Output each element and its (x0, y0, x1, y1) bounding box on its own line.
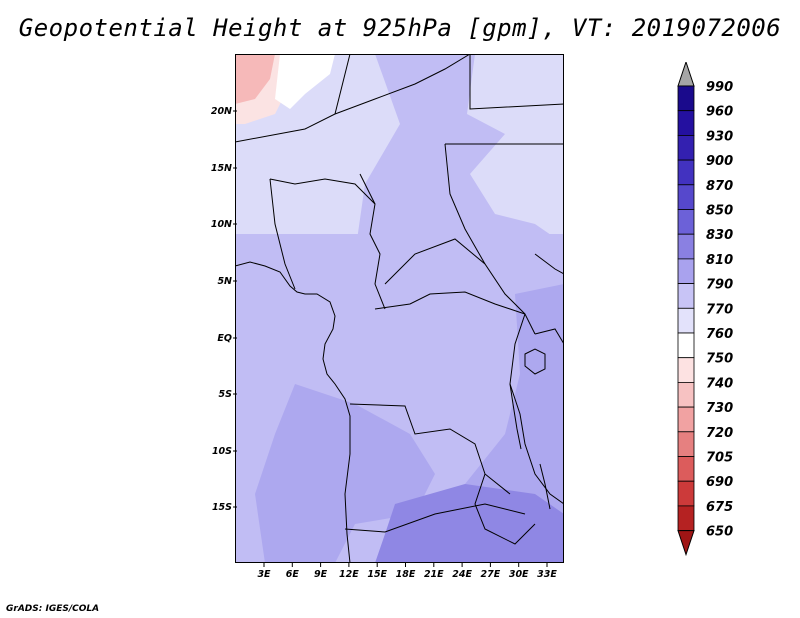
colorbar-label: 810 (706, 253, 733, 268)
colorbar-box (677, 258, 695, 284)
colorbar-label: 960 (706, 105, 733, 120)
colorbar-box (677, 110, 695, 136)
border-nigeria-south (269, 178, 296, 290)
colorbar-top-arrow (677, 62, 695, 87)
colorbar-box (677, 406, 695, 433)
colorbar-label: 790 (706, 278, 733, 293)
lat-label: EQ (217, 333, 232, 344)
border-ethiopia (534, 253, 564, 275)
colorbar: 990 960 930 900 870 850 830 810 790 770 760 750 740 7… (677, 62, 733, 557)
colorbar-box (677, 85, 695, 112)
colorbar-label: 830 (706, 228, 733, 243)
lake-tanganyika (509, 383, 522, 450)
colorbar-bottom-arrow (677, 530, 695, 557)
lon-label: 33E (537, 569, 557, 580)
fill-south-mid (255, 384, 435, 563)
chart-title: Geopotential Height at 925hPa [gpm], VT:… (18, 14, 782, 42)
lon-label: 12E (339, 569, 359, 580)
lon-label: 27E (481, 569, 501, 580)
fill-hot-northwest (235, 54, 275, 104)
lon-label: 9E (314, 569, 328, 580)
colorbar-box (677, 332, 695, 359)
border-sahara-2 (334, 54, 471, 115)
border-chad-east (444, 143, 486, 265)
lon-label: 30E (509, 569, 529, 580)
lat-label: 10S (212, 446, 232, 457)
border-car (384, 238, 526, 315)
colorbar-box (677, 159, 695, 186)
colorbar-label: 705 (706, 451, 733, 466)
fill-north-blob (355, 54, 564, 314)
colorbar-label: 650 (706, 525, 733, 540)
border-zambia (474, 473, 536, 545)
lon-label: 18E (396, 569, 416, 580)
colorbar-label: 760 (706, 327, 733, 342)
colorbar-box (677, 283, 695, 309)
lon-label: 6E (286, 569, 300, 580)
colorbar-box (677, 381, 695, 408)
coastlines-and-borders (235, 54, 564, 563)
colorbar-box (677, 135, 695, 161)
border-angola-south (344, 503, 526, 533)
lat-label: 5N (217, 276, 232, 287)
lat-label: 15N (211, 163, 232, 174)
lat-label: 15S (212, 502, 232, 513)
colorbar-label: 750 (706, 352, 733, 367)
colorbar-label: 740 (706, 376, 733, 391)
border-drc-east (509, 313, 564, 505)
lon-label: 3E (257, 569, 271, 580)
lat-label: 10N (211, 219, 232, 230)
border-chad-west (359, 173, 386, 310)
lon-label: 24E (452, 569, 472, 580)
colorbar-box (677, 307, 695, 334)
colorbar-box (677, 505, 695, 531)
lake-victoria (524, 348, 546, 375)
height-fill-layer (235, 54, 564, 563)
lake-malawi (539, 463, 551, 510)
colorbar-label: 900 (706, 154, 733, 169)
lat-label: 20N (211, 106, 232, 117)
colorbar-label: 690 (706, 475, 733, 490)
colorbar-label: 675 (706, 500, 733, 515)
fill-white-patch (275, 54, 335, 109)
lat-label: 5S (219, 389, 233, 400)
colorbar-box (677, 480, 695, 507)
colorbar-box (677, 431, 695, 457)
colorbar-label: 930 (706, 129, 733, 144)
colorbar-box (677, 233, 695, 260)
map-frame (235, 54, 564, 563)
coastline-west (235, 261, 351, 563)
border-sahara-1 (235, 54, 351, 143)
colorbar-label: 730 (706, 401, 733, 416)
colorbar-label: 870 (706, 179, 733, 194)
grads-credit: GrADS: IGES/COLA (6, 604, 100, 614)
fill-south-deep (375, 484, 564, 563)
border-nigeria (269, 178, 376, 205)
border-egypt (469, 54, 564, 110)
colorbar-label: 720 (706, 426, 733, 441)
colorbar-label: 770 (706, 302, 733, 317)
border-kenya (534, 328, 564, 345)
lon-label: 21E (424, 569, 444, 580)
lon-label: 15E (367, 569, 387, 580)
colorbar-box (677, 184, 695, 210)
colorbar-box (677, 456, 695, 482)
colorbar-label: 850 (706, 204, 733, 219)
map-panel (235, 54, 564, 563)
colorbar-box (677, 209, 695, 235)
colorbar-label: 990 (706, 80, 733, 95)
colorbar-box (677, 357, 695, 383)
